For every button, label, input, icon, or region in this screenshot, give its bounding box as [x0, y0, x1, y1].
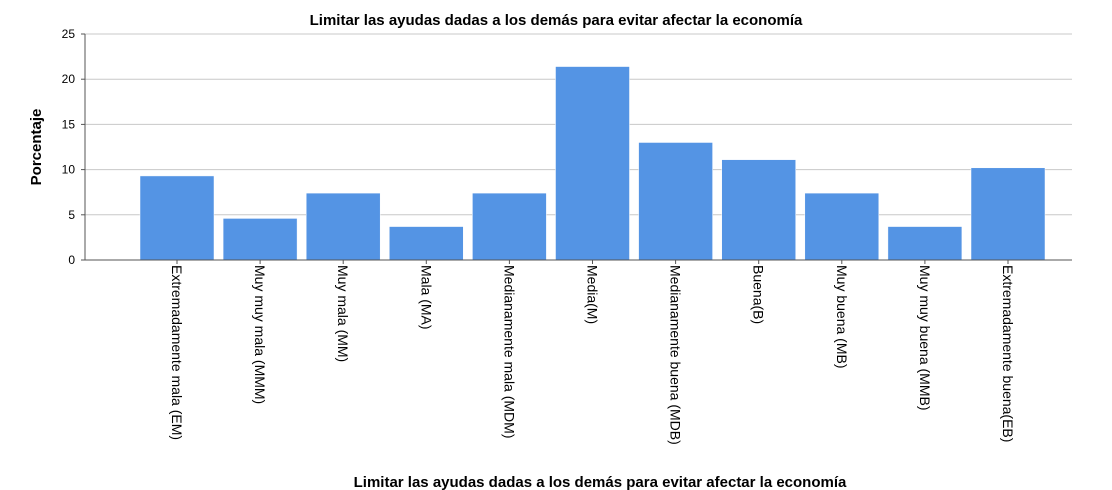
x-tick-label: Media(M) [585, 265, 601, 324]
bar [389, 226, 464, 261]
x-tick-labels: Extremadamente mala (EM) Muy muy mala (MM… [169, 265, 1016, 445]
y-axis-label: Porcentaje [28, 109, 45, 186]
bar [139, 175, 215, 261]
bar [721, 159, 796, 261]
bar [970, 167, 1046, 261]
bar [887, 226, 963, 261]
x-tick-label: Muy muy buena (MMB) [917, 265, 933, 410]
x-tick-label: Buena(B) [751, 265, 767, 324]
y-tick-label: 25 [62, 27, 76, 41]
x-tick-label: Muy buena (MB) [834, 265, 850, 368]
bars [139, 66, 1046, 264]
bar [804, 192, 880, 261]
y-tick-label: 5 [68, 208, 75, 222]
bar [555, 66, 630, 261]
x-tick-label: Muy mala (MM) [335, 265, 351, 362]
x-tick-label: Mala (MA) [418, 265, 434, 330]
chart-title: Limitar las ayudas dadas a los demás par… [310, 12, 803, 29]
x-tick-label: Medianamente buena (MDB) [668, 265, 684, 445]
y-tick-labels: 0 5 10 15 20 25 [62, 27, 76, 267]
x-tick-label: Medianamente mala (MDM) [501, 265, 517, 439]
x-tick-label: Extremadamente mala (EM) [169, 265, 185, 440]
y-tick-label: 20 [62, 72, 76, 86]
x-tick-label: Extremadamente buena(EB) [1000, 265, 1016, 442]
y-tick-label: 10 [62, 163, 76, 177]
bar [472, 192, 547, 261]
bar [222, 218, 298, 261]
y-tick-label: 0 [68, 253, 75, 267]
bar [638, 142, 713, 261]
x-tick-label: Muy muy mala (MMM) [252, 265, 268, 404]
x-axis-label: Limitar las ayudas dadas a los demás par… [354, 474, 847, 490]
bar [305, 192, 381, 261]
axes [84, 34, 1072, 261]
y-tick-label: 15 [62, 117, 76, 131]
